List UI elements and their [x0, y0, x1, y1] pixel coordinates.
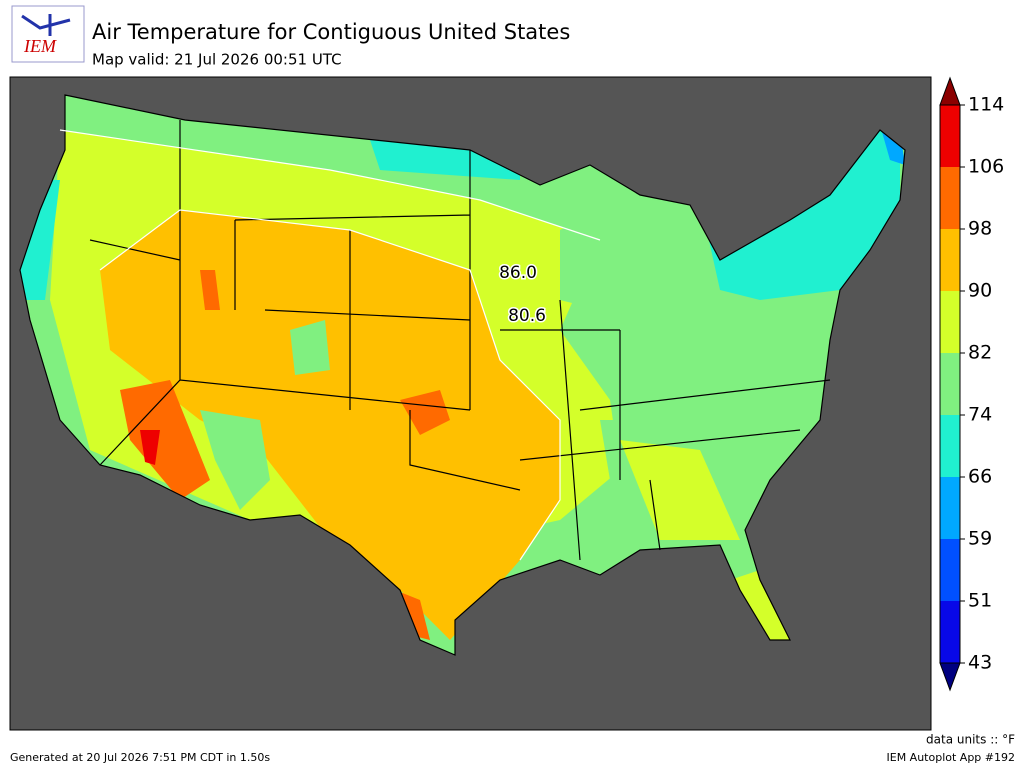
colorbar-segment — [940, 601, 960, 663]
colorbar-tick-label: 114 — [968, 94, 1004, 116]
colorbar-tick-label: 106 — [968, 156, 1004, 178]
colorbar-segment — [940, 229, 960, 291]
colorbar-segment — [940, 105, 960, 167]
colorbar-tick-label: 82 — [968, 342, 992, 364]
colorbar-frame — [939, 104, 961, 664]
map: 86.0 80.6 — [9, 76, 932, 731]
colorbar-segment — [940, 539, 960, 601]
colorbar-tick-label: 90 — [968, 280, 992, 302]
title: Air Temperature for Contiguous United St… — [92, 20, 570, 44]
colorbar-segment — [940, 353, 960, 415]
colorbar-segment — [940, 291, 960, 353]
contour-lines — [59, 129, 601, 561]
colorbar-tick-label: 74 — [968, 404, 992, 426]
colorbar-segment — [940, 415, 960, 477]
units-label: data units :: °F — [926, 733, 1015, 747]
colorbar-over — [939, 76, 961, 106]
logo-icon — [21, 14, 71, 36]
colorbar-tick-label: 66 — [968, 466, 992, 488]
colorbar-tick-label: 51 — [968, 590, 992, 612]
colorbar-segment — [940, 167, 960, 229]
logo-frame — [11, 5, 85, 63]
logo-text: IEM — [23, 36, 57, 56]
colorbar: 43 51 59 66 74 82 90 98 106 114 — [939, 76, 1004, 692]
colorbar-tick-label: 98 — [968, 218, 992, 240]
station-label: 80.6 — [508, 306, 546, 326]
logo: IEM — [11, 5, 85, 63]
station-label: 86.0 — [499, 263, 537, 283]
colorbar-tick-label: 43 — [968, 652, 992, 674]
colorbar-segment — [940, 477, 960, 539]
colorbar-tick-label: 59 — [968, 528, 992, 550]
colorbar-under — [939, 662, 961, 692]
subtitle: Map valid: 21 Jul 2026 00:51 UTC — [92, 51, 342, 69]
state-borders — [89, 120, 831, 561]
footer-generated: Generated at 20 Jul 2026 7:51 PM CDT in … — [10, 751, 270, 764]
footer-app: IEM Autoplot App #192 — [887, 751, 1016, 764]
